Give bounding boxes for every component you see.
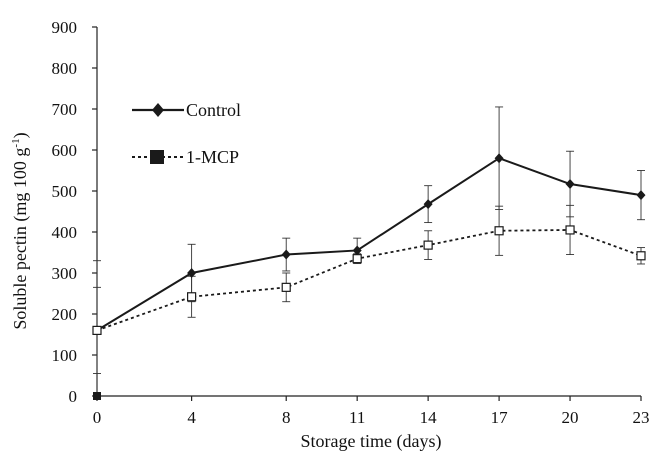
y-axis-title-superscript: -1 bbox=[10, 138, 22, 147]
x-tick-label: 23 bbox=[633, 408, 650, 427]
x-tick-label: 17 bbox=[491, 408, 509, 427]
legend-label-1mcp: 1-MCP bbox=[186, 147, 239, 167]
legend-item-control: Control bbox=[132, 100, 241, 120]
data-point-1mcp bbox=[636, 251, 646, 261]
data-point-1mcp bbox=[281, 282, 291, 292]
y-tick-label: 300 bbox=[52, 264, 78, 283]
y-tick-label: 700 bbox=[52, 100, 78, 119]
legend-label-control: Control bbox=[186, 100, 241, 120]
x-tick-label: 14 bbox=[420, 408, 438, 427]
series-markers bbox=[92, 153, 646, 400]
x-tick-label: 20 bbox=[562, 408, 579, 427]
data-point-control bbox=[187, 268, 197, 278]
legend-item-1mcp: 1-MCP bbox=[132, 147, 239, 167]
y-tick-label: 600 bbox=[52, 141, 78, 160]
x-tick-label: 4 bbox=[187, 408, 196, 427]
data-point-1mcp bbox=[494, 226, 504, 236]
data-point-1mcp bbox=[352, 254, 362, 264]
y-tick-label: 200 bbox=[52, 305, 78, 324]
x-axis-title: Storage time (days) bbox=[301, 431, 442, 452]
data-point-control bbox=[494, 153, 504, 164]
y-tick-label: 400 bbox=[52, 223, 78, 242]
series-lines bbox=[96, 157, 642, 332]
series-line-control bbox=[96, 157, 642, 332]
y-axis-title-main: Soluble pectin (mg 100 g bbox=[10, 148, 31, 330]
data-point-1mcp bbox=[565, 225, 575, 235]
y-tick-label: 900 bbox=[52, 18, 78, 37]
y-tick-label: 0 bbox=[69, 387, 78, 406]
data-point-control bbox=[423, 199, 433, 210]
data-point-control bbox=[281, 249, 291, 260]
legend: Control 1-MCP bbox=[132, 100, 241, 167]
data-point-control bbox=[352, 245, 362, 256]
y-tick-label: 100 bbox=[52, 346, 78, 365]
legend-marker-control bbox=[152, 103, 164, 117]
x-tick-label: 0 bbox=[93, 408, 102, 427]
x-ticks: 0 4 8 11 14 17 20 23 bbox=[93, 396, 650, 427]
y-axis-title: Soluble pectin (mg 100 g-1) bbox=[10, 132, 31, 329]
data-point-control bbox=[565, 179, 575, 190]
y-tick-label: 800 bbox=[52, 59, 78, 78]
series-line-1mcp bbox=[96, 229, 642, 332]
data-point-control bbox=[636, 190, 646, 201]
legend-marker-1mcp bbox=[150, 150, 164, 164]
y-ticks: 0 100 200 300 400 500 600 700 800 900 bbox=[52, 18, 97, 406]
axes bbox=[96, 27, 641, 397]
y-tick-label: 500 bbox=[52, 182, 78, 201]
origin-marker bbox=[93, 392, 101, 400]
data-point-1mcp bbox=[92, 325, 102, 335]
data-point-1mcp bbox=[187, 292, 197, 302]
error-bars bbox=[93, 106, 645, 397]
x-tick-label: 11 bbox=[349, 408, 365, 427]
x-tick-label: 8 bbox=[282, 408, 291, 427]
y-axis-title-close: ) bbox=[10, 132, 31, 138]
data-point-1mcp bbox=[423, 240, 433, 250]
